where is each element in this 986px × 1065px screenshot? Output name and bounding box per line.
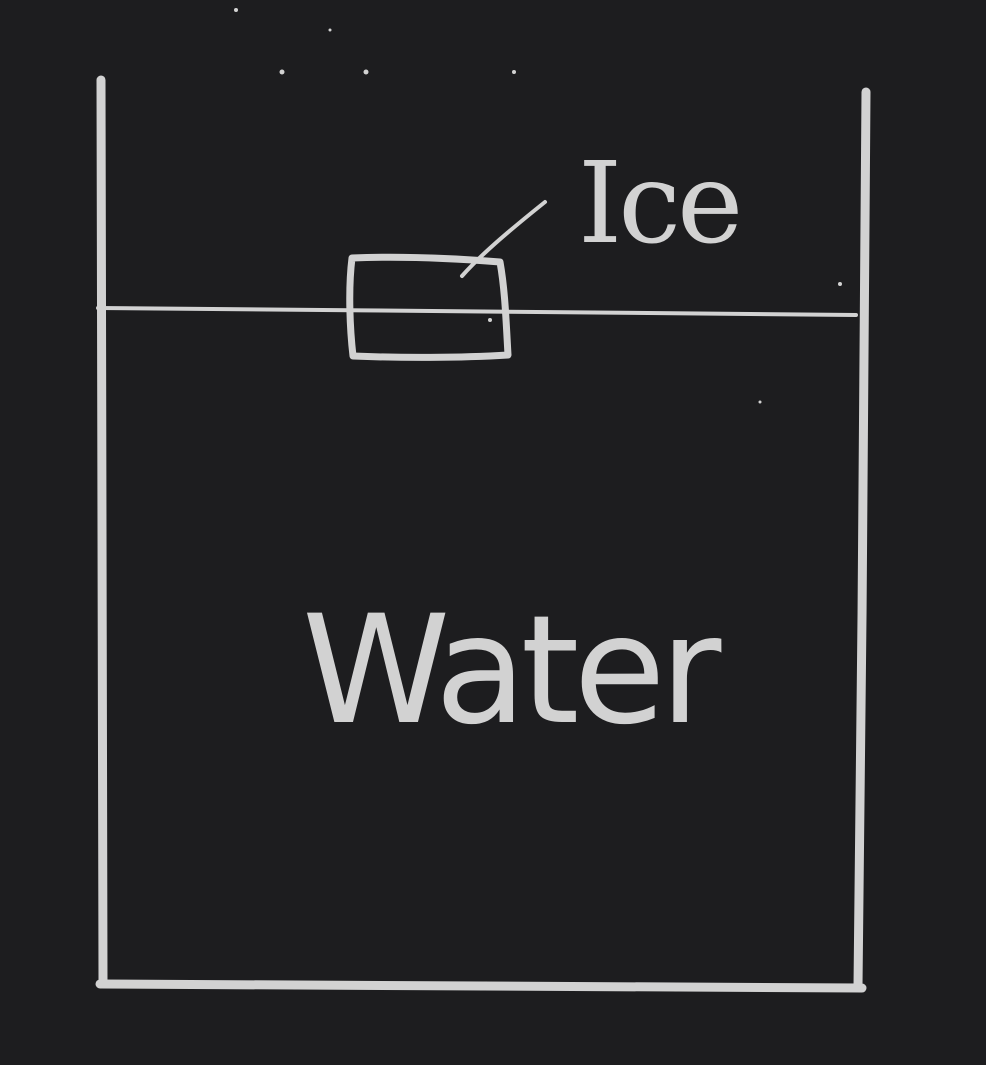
background-specks <box>234 8 842 404</box>
ice-leader-line <box>460 200 547 278</box>
water-surface-line <box>96 306 858 317</box>
ice-block <box>346 253 512 361</box>
container-right-wall <box>853 87 871 991</box>
container-left-wall <box>96 75 108 985</box>
water-label: Water <box>302 584 722 758</box>
container-base <box>95 979 867 993</box>
ice-label: Ice <box>578 139 739 269</box>
